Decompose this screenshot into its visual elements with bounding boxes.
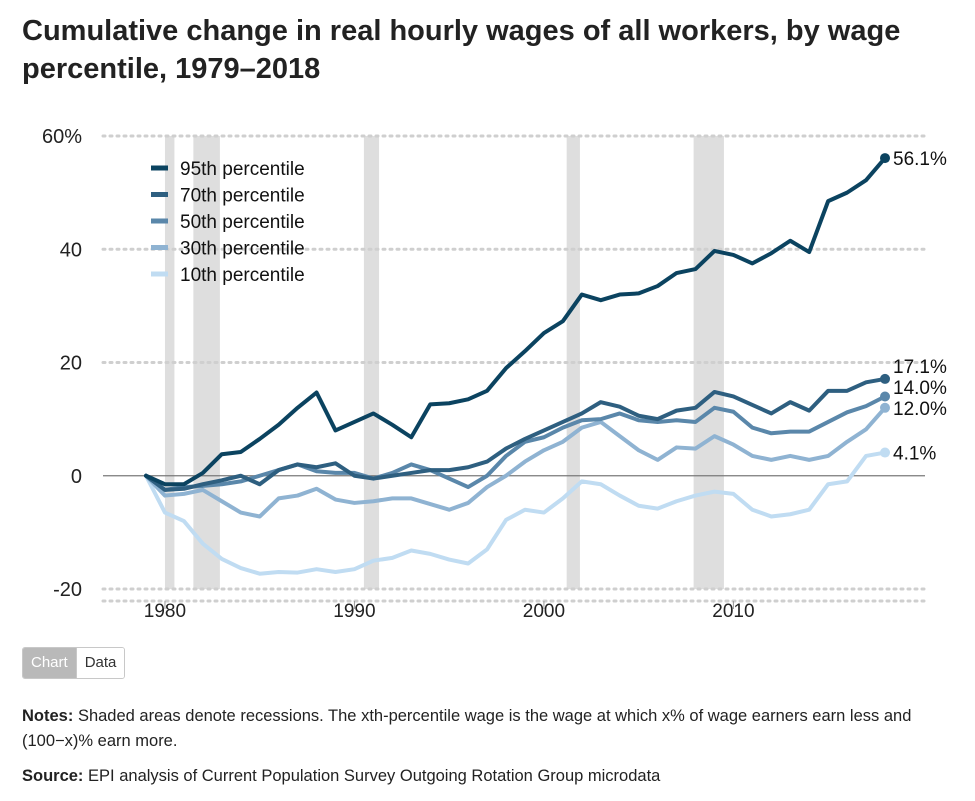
series-end-label: 56.1% [893,149,947,170]
legend-label: 30th percentile [180,239,305,260]
series-end-label: 17.1% [893,357,947,378]
legend-label: 10th percentile [180,265,305,286]
series-end-label: 12.0% [893,399,947,420]
view-toggle: Chart Data [22,647,126,679]
legend-label: 95th percentile [180,159,305,180]
series-line [144,450,887,576]
series-end-marker [880,373,890,384]
y-tick-label: 60% [42,126,82,148]
series-lines: 56.1% 17.1%14.0%12.0% 4.1% [144,149,947,576]
x-tick-label: 2010 [712,601,754,622]
source-label: Source: [22,767,84,785]
axes: -20 0 20 40 60% 1980 1990 2000 2010 [42,126,927,622]
series-line [144,156,887,487]
series-line [144,394,887,492]
y-tick-label: 40 [60,239,82,261]
series-end-marker [880,402,890,413]
legend-label: 50th percentile [180,212,305,233]
data-tab-button[interactable]: Data [75,648,125,678]
chart-title: Cumulative change in real hourly wages o… [22,15,901,85]
series-end-marker [880,447,890,458]
source-text: EPI analysis of Current Population Surve… [88,767,661,785]
x-tick-label: 2000 [523,601,565,622]
series-end-label: 14.0% [893,378,947,399]
x-tick-label: 1990 [333,601,375,622]
y-tick-label: 0 [71,466,82,488]
series-line [144,376,887,492]
notes-text: Shaded areas denote recessions. The xth-… [22,707,912,750]
recession-band [164,136,175,589]
legend-label: 70th percentile [180,186,305,207]
y-tick-label: 20 [60,353,82,375]
notes: Notes: Shaded areas denote recessions. T… [22,704,952,754]
series-end-marker [880,153,890,164]
series-end-marker [880,391,890,402]
source: Source: EPI analysis of Current Populati… [22,764,952,789]
legend: 95th percentile 70th percentile 50th perce… [151,159,305,286]
y-tick-label: -20 [53,579,82,601]
x-tick-label: 1980 [144,601,186,622]
notes-label: Notes: [22,707,74,725]
series-end-label: 4.1% [893,444,936,465]
series-line [144,405,887,519]
chart-tab-button[interactable]: Chart [23,648,76,678]
